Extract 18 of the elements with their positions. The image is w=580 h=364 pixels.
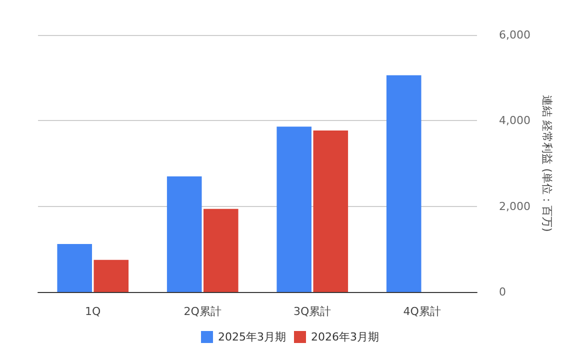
bar [386, 75, 422, 292]
x-tick-label: 2Q累計 [184, 305, 222, 318]
bar [203, 208, 238, 292]
x-tick-label: 4Q累計 [403, 305, 441, 318]
y-tick-label: 0 [499, 286, 506, 298]
bar [313, 130, 348, 292]
x-tick-label: 3Q累計 [294, 305, 332, 318]
y-tick-label: 2,000 [499, 200, 530, 213]
y-tick-label: 4,000 [499, 114, 530, 128]
legend-label: 2026年3月期 [311, 330, 379, 344]
bar [57, 244, 92, 292]
bar [166, 176, 202, 292]
y-tick-label: 6,000 [499, 28, 530, 42]
legend-label: 2025年3月期 [218, 330, 286, 344]
x-tick-label: 1Q [85, 305, 102, 318]
bar [94, 260, 129, 292]
bar [276, 126, 312, 292]
y-axis-title: 連結 経常利益 (単位：百万) [540, 95, 554, 232]
